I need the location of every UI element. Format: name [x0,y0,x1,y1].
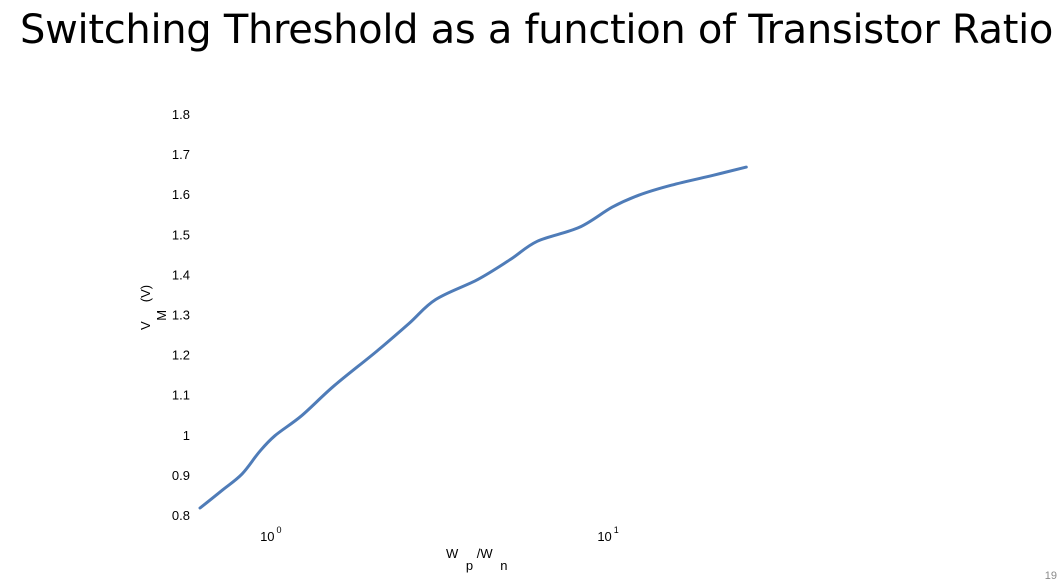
slide-title: Switching Threshold as a function of Tra… [20,7,1054,53]
svg-text:V M (V): V M (V) [138,285,169,330]
y-tick-label: 1.3 [172,308,190,323]
y-tick-label: 1 [183,428,190,443]
x-axis-label-mid: /W [477,546,494,561]
x-axis-label-sub2: n [500,558,507,573]
y-tick-label: 1.7 [172,147,190,162]
y-axis-label: V M (V) [138,285,169,330]
y-axis-label-sub: M [154,310,169,321]
y-tick-label: 0.9 [172,468,190,483]
x-tick-label: 10 1 [597,525,618,544]
x-tick-base: 10 [260,529,274,544]
y-tick-label: 0.8 [172,508,190,523]
x-tick-exponent: 0 [277,525,282,535]
x-tick-base: 10 [597,529,611,544]
y-tick-label: 1.2 [172,348,190,363]
x-tick-exponent: 1 [614,525,619,535]
series-line-vm [198,165,748,510]
y-tick-label: 1.6 [172,187,190,202]
y-axis-label-unit: (V) [138,285,153,302]
x-axis-label-sub1: p [466,558,473,573]
svg-text:W p /W n: W p /W n [446,546,508,573]
y-tick-label: 1.8 [172,107,190,122]
x-axis-label-main: W [446,546,459,561]
y-axis-ticks: 0.8 0.9 1 1.1 1.2 1.3 1.4 1.5 1.6 1.7 1.8 [172,107,190,523]
y-tick-label: 1.1 [172,388,190,403]
x-axis-label: W p /W n [446,546,508,573]
page-number: 19 [1044,570,1057,582]
x-tick-label: 10 0 [260,525,281,544]
y-tick-label: 1.5 [172,227,190,242]
x-axis-ticks: 10 0 10 1 [260,525,619,544]
y-tick-label: 1.4 [172,267,190,282]
y-axis-label-main: V [138,321,153,330]
